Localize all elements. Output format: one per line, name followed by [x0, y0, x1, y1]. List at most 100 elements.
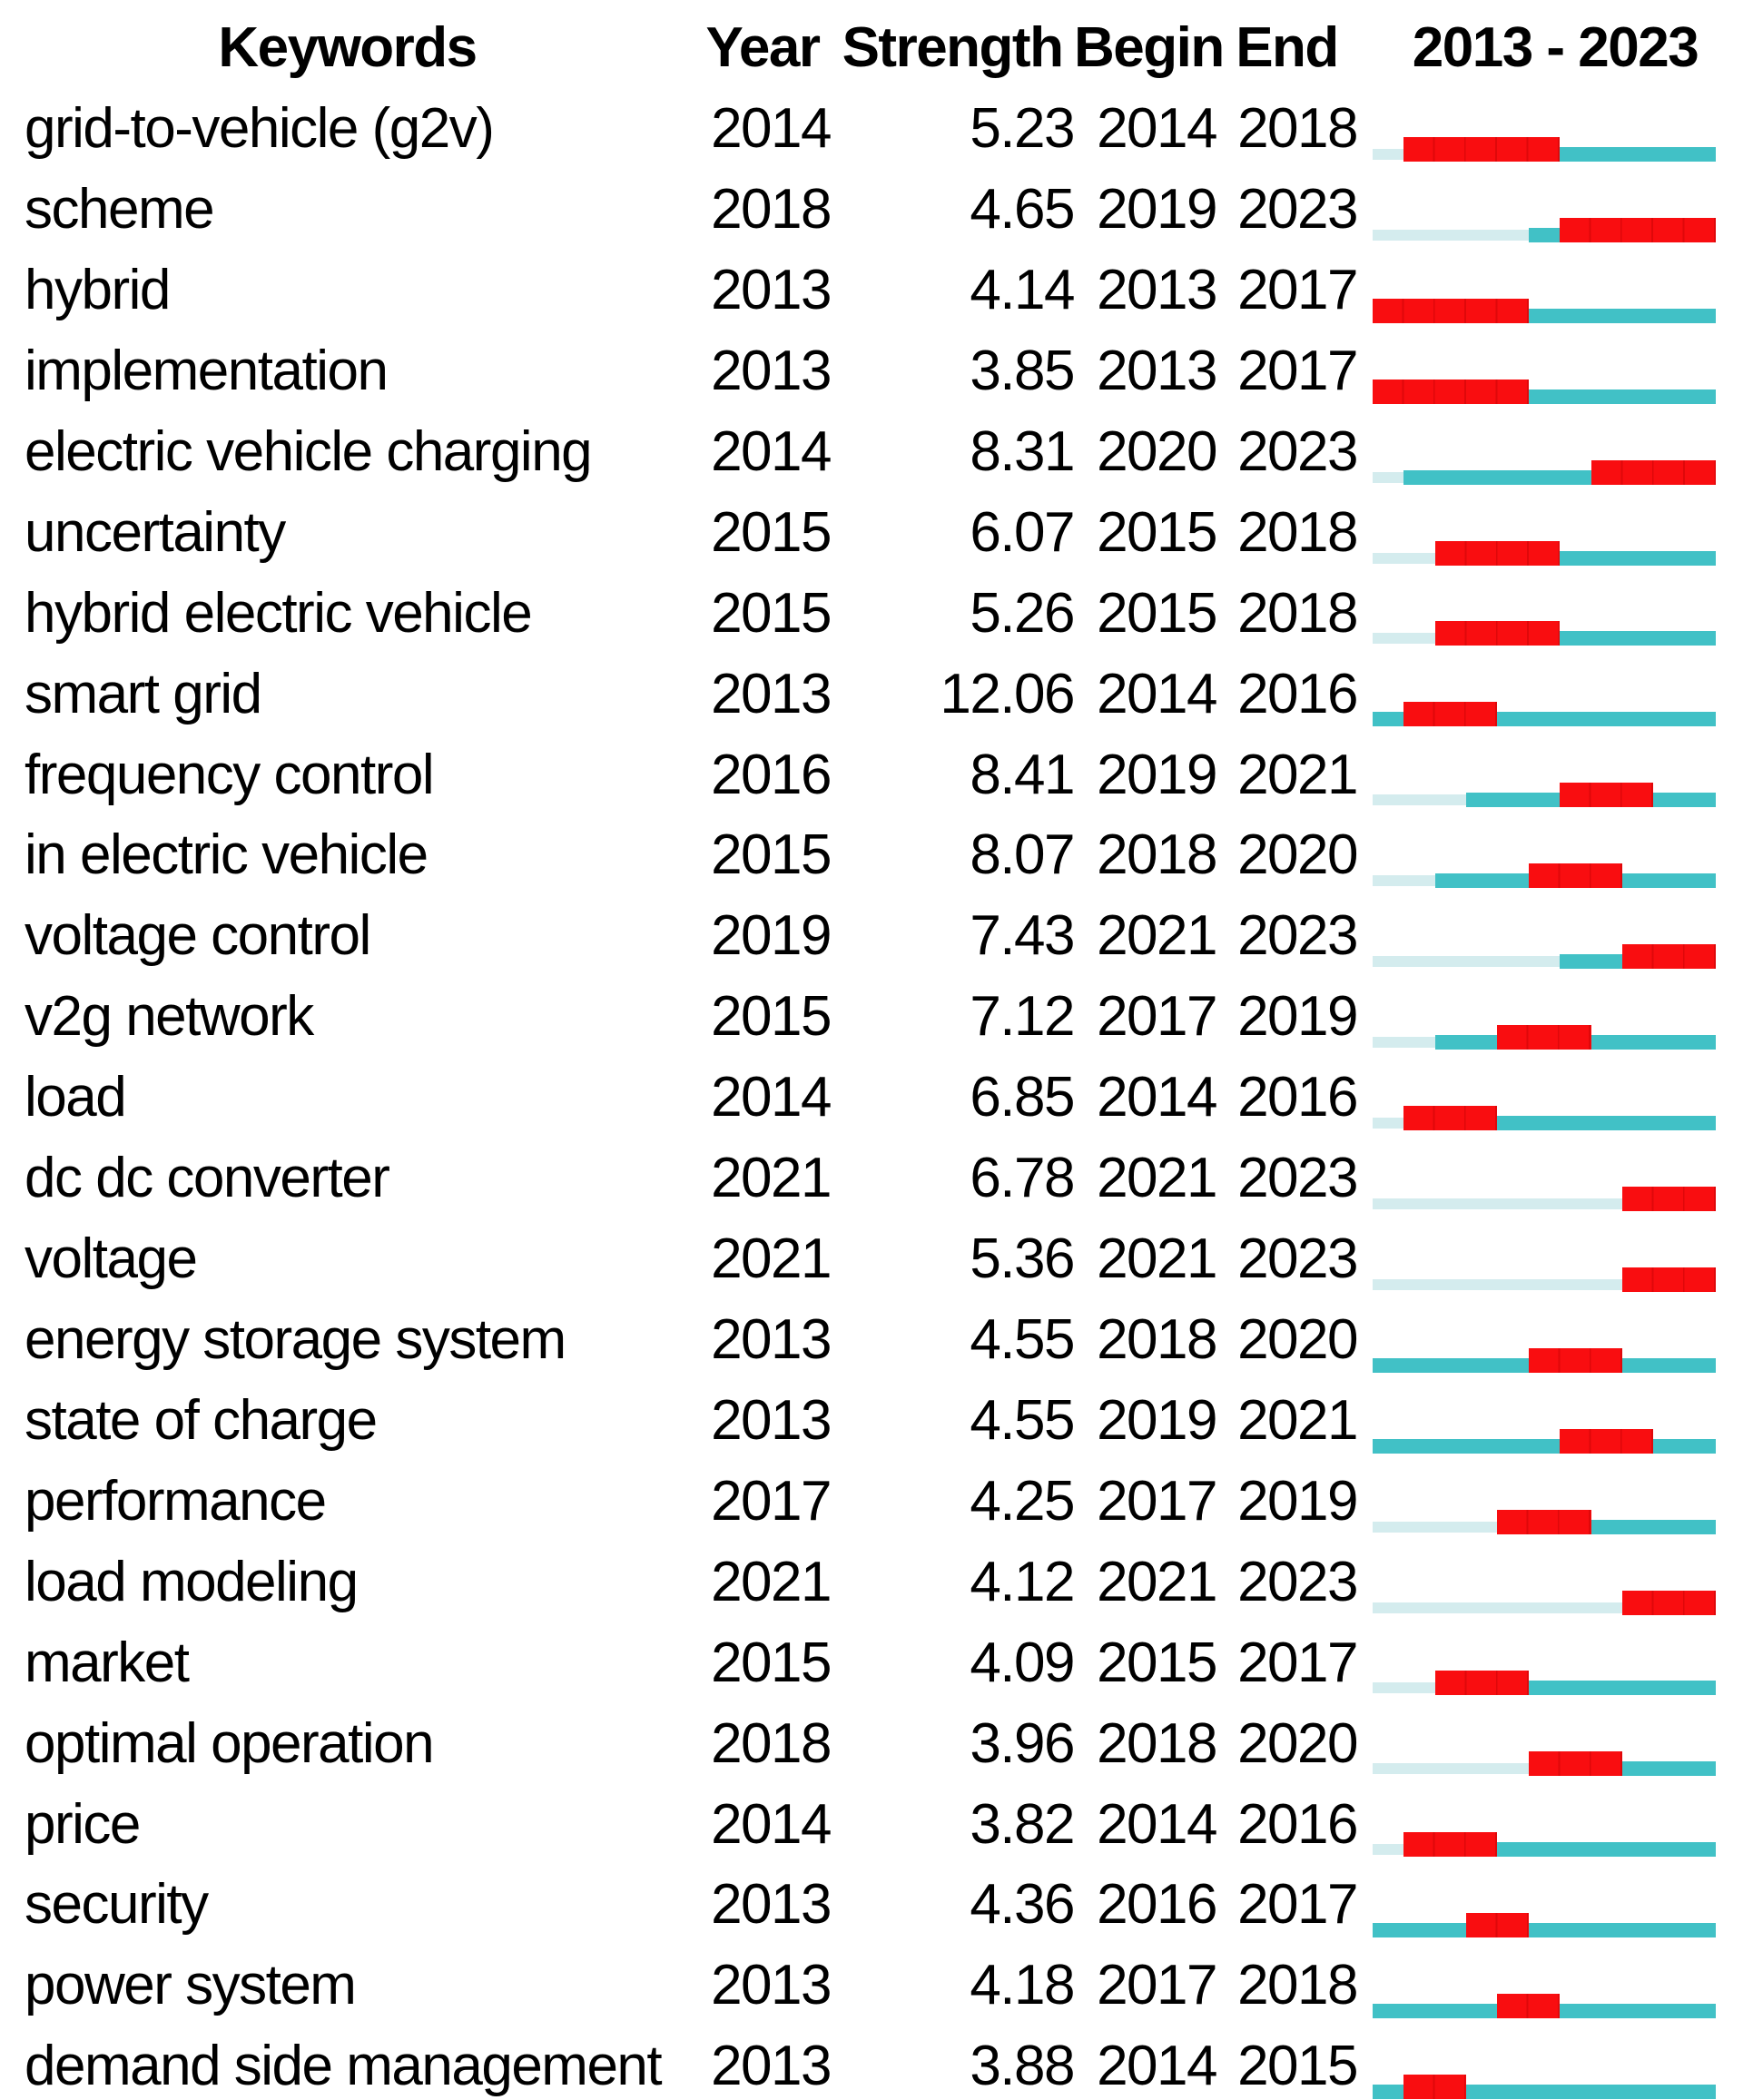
first-year-value: 2015 [711, 581, 832, 645]
active-segment [1621, 873, 1716, 889]
burst-segment [1434, 540, 1561, 566]
keyword-label: market [25, 1631, 190, 1694]
active-segment [1403, 469, 1591, 485]
timeline-cell [1357, 486, 1753, 567]
pre-appearance-segment [1373, 1037, 1435, 1049]
burst-end-value: 2020 [1237, 1308, 1358, 1371]
keyword-label: price [25, 1792, 141, 1856]
burst-end-value: 2021 [1237, 743, 1358, 806]
pre-appearance-segment [1373, 633, 1435, 645]
timeline-cell [1357, 1696, 1753, 1777]
timeline-cell [1357, 567, 1753, 647]
first-year-value: 2013 [711, 339, 832, 402]
timeline-cell [1357, 82, 1753, 163]
burst-segment [1528, 863, 1622, 889]
timeline-cell [1357, 324, 1753, 405]
burst-begin-value: 2019 [1097, 743, 1217, 806]
first-year-value: 2013 [711, 259, 832, 322]
burst-begin-value: 2018 [1097, 823, 1217, 887]
burst-begin-value: 2014 [1097, 662, 1217, 725]
burst-end-value: 2018 [1237, 1954, 1358, 2017]
burst-timeline-bar [1373, 1535, 1716, 1616]
active-segment [1528, 389, 1716, 404]
table-row: energy storage system 2013 4.55 2018 202… [0, 1293, 1753, 1374]
keyword-label: uncertainty [25, 500, 286, 564]
active-segment [1560, 550, 1716, 566]
first-year-value: 2018 [711, 1711, 832, 1775]
burst-strength-value: 4.25 [970, 1469, 1075, 1533]
timeline-cell [1357, 1131, 1753, 1212]
keyword-label: smart grid [25, 662, 262, 725]
burst-segment [1403, 2075, 1467, 2100]
burst-timeline-bar [1373, 82, 1716, 163]
burst-end-value: 2018 [1237, 97, 1358, 161]
keyword-label: implementation [25, 339, 389, 402]
keyword-label: frequency control [25, 743, 435, 806]
table-row: v2g network 2015 7.12 2017 2019 [0, 970, 1753, 1050]
active-segment [1497, 712, 1716, 727]
pre-appearance-segment [1373, 956, 1561, 968]
pre-appearance-segment [1373, 1117, 1404, 1129]
table-row: hybrid 2013 4.14 2013 2017 [0, 243, 1753, 324]
burst-segment [1434, 1671, 1529, 1696]
timeline-cell [1357, 727, 1753, 808]
burst-timeline-bar [1373, 808, 1716, 889]
pre-appearance-segment [1373, 1521, 1498, 1533]
first-year-value: 2021 [711, 1147, 832, 1210]
burst-begin-value: 2014 [1097, 97, 1217, 161]
burst-segment [1621, 1590, 1716, 1615]
burst-timeline-bar [1373, 1858, 1716, 1938]
burst-begin-value: 2019 [1097, 178, 1217, 242]
first-year-value: 2021 [711, 1550, 832, 1613]
burst-end-value: 2019 [1237, 985, 1358, 1049]
burst-strength-value: 8.07 [970, 823, 1075, 887]
table-row: voltage control 2019 7.43 2021 2023 [0, 889, 1753, 970]
burst-end-value: 2021 [1237, 1388, 1358, 1452]
first-year-value: 2017 [711, 1469, 832, 1533]
burst-segment [1528, 1347, 1622, 1373]
first-year-value: 2016 [711, 743, 832, 806]
timeline-cell [1357, 808, 1753, 889]
burst-strength-value: 4.55 [970, 1388, 1075, 1452]
burst-begin-value: 2014 [1097, 2035, 1217, 2098]
first-year-value: 2013 [711, 1954, 832, 2017]
burst-timeline-bar [1373, 324, 1716, 405]
pre-appearance-segment [1373, 229, 1529, 241]
first-year-value: 2014 [711, 1792, 832, 1856]
keyword-label: dc dc converter [25, 1147, 390, 1210]
keyword-label: energy storage system [25, 1308, 566, 1371]
burst-end-value: 2020 [1237, 823, 1358, 887]
table-row: scheme 2018 4.65 2019 2023 [0, 163, 1753, 243]
burst-segment [1621, 1267, 1716, 1292]
col-header-timeline-range: 2013 - 2023 [1412, 16, 1699, 80]
keyword-label: in electric vehicle [25, 823, 428, 887]
keyword-label: v2g network [25, 985, 314, 1049]
first-year-value: 2021 [711, 1227, 832, 1291]
burst-end-value: 2016 [1237, 662, 1358, 725]
burst-timeline-bar [1373, 1696, 1716, 1777]
burst-end-value: 2023 [1237, 904, 1358, 968]
active-segment [1621, 1761, 1716, 1777]
burst-strength-value: 4.12 [970, 1550, 1075, 1613]
table-row: grid-to-vehicle (g2v) 2014 5.23 2014 201… [0, 82, 1753, 163]
burst-strength-value: 3.82 [970, 1792, 1075, 1856]
timeline-cell [1357, 1858, 1753, 1938]
burst-end-value: 2018 [1237, 500, 1358, 564]
burst-segment [1373, 379, 1529, 404]
timeline-cell [1357, 405, 1753, 486]
burst-strength-value: 6.78 [970, 1147, 1075, 1210]
table-row: voltage 2021 5.36 2021 2023 [0, 1212, 1753, 1293]
burst-timeline-bar [1373, 243, 1716, 324]
timeline-cell [1357, 1535, 1753, 1616]
burst-timeline-bar [1373, 1374, 1716, 1454]
burst-timeline-bar [1373, 970, 1716, 1050]
burst-end-value: 2023 [1237, 1227, 1358, 1291]
burst-begin-value: 2015 [1097, 581, 1217, 645]
burst-begin-value: 2019 [1097, 1388, 1217, 1452]
burst-end-value: 2015 [1237, 2035, 1358, 2098]
first-year-value: 2014 [711, 1066, 832, 1129]
burst-begin-value: 2017 [1097, 985, 1217, 1049]
table-row: smart grid 2013 12.06 2014 2016 [0, 646, 1753, 727]
burst-segment [1591, 459, 1716, 485]
